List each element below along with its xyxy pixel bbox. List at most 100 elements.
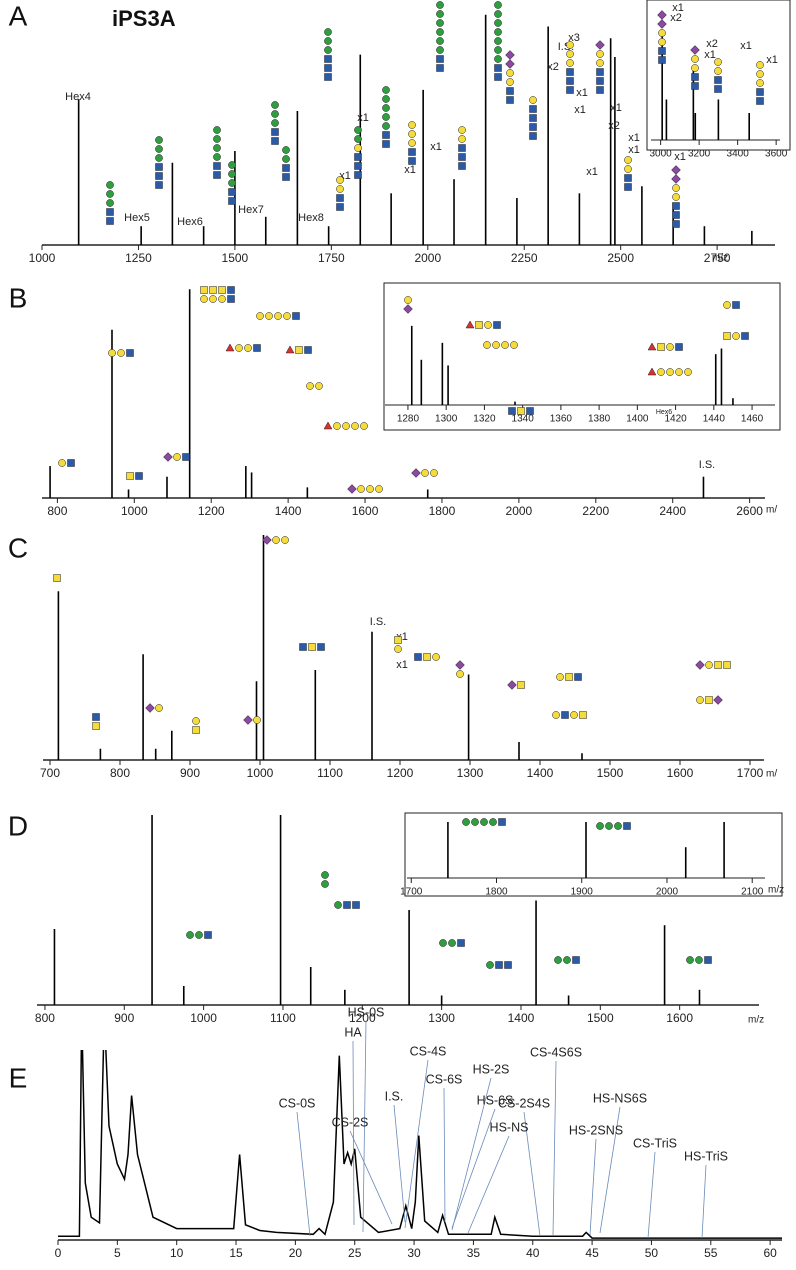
glycan-hexose: [106, 199, 114, 207]
leader-line: [647, 1151, 656, 1239]
glycan-gal: [705, 661, 713, 669]
glycan-hexose: [439, 939, 447, 947]
annotation: HS-NS: [490, 1120, 529, 1134]
x-tick-label: 0: [55, 1246, 62, 1260]
glycan-glcnac: [675, 343, 683, 351]
glycan-galnac: [209, 286, 217, 294]
panel-label: D: [8, 810, 28, 841]
glycan-gal: [596, 59, 604, 67]
glycan-glcnac: [382, 131, 390, 139]
glycan-hexose: [494, 1, 502, 9]
glycan-hexose: [324, 46, 332, 54]
leader-line: [599, 1106, 621, 1234]
x-tick-label: 3600: [765, 149, 788, 160]
glycan-gal: [666, 368, 674, 376]
annotation: x1: [610, 102, 622, 114]
glycan-gal: [566, 41, 574, 49]
glycan-hexose: [494, 46, 502, 54]
glycan-hexose: [271, 110, 279, 118]
x-axis-label: m/z: [712, 253, 728, 264]
glycan-hexose: [324, 28, 332, 36]
glycan-glcnac: [529, 105, 537, 113]
glycan-glcnac: [271, 128, 279, 136]
glycan-glcnac: [756, 97, 764, 105]
glycan-sialic: [347, 484, 357, 494]
annotation: I.S.: [699, 459, 716, 471]
glycan-glcnac: [135, 472, 143, 480]
glycan-gal: [218, 295, 226, 303]
glycan-galnac: [723, 661, 731, 669]
chart-panel: E 0 5 10 15 20 25 30 35 40 45 50 55 60 HS-0S HA CS-4S HS-…: [9, 1005, 782, 1260]
leader-line: [443, 1087, 446, 1223]
glycan-gal: [732, 332, 740, 340]
annotation: I.S.: [370, 616, 387, 628]
glycan-gal: [510, 341, 518, 349]
glycan-glcnac: [92, 713, 100, 721]
x-tick-label: 1400: [508, 1011, 535, 1025]
glycan-gal: [666, 343, 674, 351]
glycan-gal: [283, 312, 291, 320]
glycan-galnac: [705, 696, 713, 704]
glycan-glcnac: [182, 453, 190, 461]
glycan-glcnac: [672, 220, 680, 228]
glycan-hexose: [563, 956, 571, 964]
glycan-hexose: [436, 10, 444, 18]
glycan-gal: [714, 67, 722, 75]
glycan-hexose: [686, 956, 694, 964]
annotation: x1: [672, 2, 684, 14]
glycan-glcnac: [672, 202, 680, 210]
glycan-gal: [624, 156, 632, 164]
glycan-galnac: [714, 661, 722, 669]
glycan-hexose: [228, 161, 236, 169]
glycan-gal: [714, 58, 722, 66]
glycan-hexose: [605, 822, 613, 830]
x-tick-label: 35: [467, 1246, 481, 1260]
glycan-hexose: [106, 181, 114, 189]
x-tick-label: 700: [40, 766, 60, 780]
glycan-hexose: [195, 931, 203, 939]
glycan-gal: [408, 139, 416, 147]
x-tick-label: 1440: [703, 414, 726, 425]
leader-line: [589, 1138, 597, 1236]
glycan-hexose: [695, 956, 703, 964]
glycan-glcnac: [304, 346, 312, 354]
glycan-hexose: [494, 28, 502, 36]
x-tick-label: 1320: [473, 414, 496, 425]
glycan-hexose: [436, 1, 444, 9]
annotation: HA: [344, 1025, 362, 1039]
glycan-sialic: [671, 174, 681, 184]
glycan-sialic: [595, 40, 605, 50]
x-tick-label: 1400: [626, 414, 649, 425]
glycan-gal: [281, 536, 289, 544]
glycan-glcnac: [317, 643, 325, 651]
glycan-gal: [624, 165, 632, 173]
glycan-gal: [235, 344, 243, 352]
glycan-glcnac: [457, 939, 465, 947]
glycan-sialic: [262, 535, 272, 545]
glycan-galnac: [657, 343, 665, 351]
glycan-hexose: [321, 880, 329, 888]
glycan-gal: [456, 670, 464, 678]
glycan-sialic: [403, 304, 413, 314]
glycan-hexose: [494, 19, 502, 27]
glycan-gal: [432, 653, 440, 661]
glycan-sialic: [411, 468, 421, 478]
glycan-sialic: [163, 452, 173, 462]
annotation: HS-0S: [348, 1005, 385, 1019]
annotation: HS-6S: [477, 1093, 514, 1107]
glycan-glcnac: [155, 163, 163, 171]
glycan-fucose: [323, 421, 333, 430]
glycan-hexose: [213, 126, 221, 134]
annotation: HS-NS6S: [593, 1091, 647, 1105]
glycan-gal: [566, 59, 574, 67]
glycan-glcnac: [714, 76, 722, 84]
glycan-gal: [336, 176, 344, 184]
glycan-gal: [306, 382, 314, 390]
annotation: CS-2S4S: [498, 1096, 550, 1110]
annotation: CS-0S: [279, 1096, 316, 1110]
x-tick-label: 2400: [659, 504, 686, 518]
annotation: Hex8: [298, 212, 324, 224]
glycan-galnac: [192, 726, 200, 734]
glycan-glcnac: [561, 711, 569, 719]
